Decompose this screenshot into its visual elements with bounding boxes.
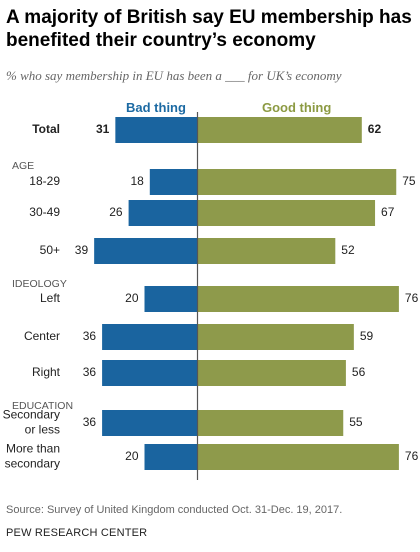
bar-bad-total (115, 117, 198, 143)
legend-good-thing: Good thing (262, 100, 332, 115)
value-bad-more-than-secondary: 20 (125, 449, 139, 463)
value-good-right: 56 (352, 365, 366, 379)
bar-bad-right (102, 360, 198, 386)
bar-bad-50- (94, 238, 198, 264)
category-label-more-than-secondary: More than (6, 442, 60, 456)
bar-good-secondary-or-less (197, 410, 344, 436)
group-label-age: AGE (12, 160, 34, 172)
source-note: Source: Survey of United Kingdom conduct… (6, 504, 343, 516)
chart-title: A majority of British say EU membership … (6, 7, 412, 51)
bar-bad-center (102, 324, 198, 350)
category-label-total: Total (32, 122, 60, 136)
pew-research-center-logo: PEW RESEARCH CENTER (6, 527, 148, 539)
legend-bad-thing: Bad thing (126, 100, 186, 115)
value-good-center: 59 (360, 329, 374, 343)
value-bad-left: 20 (125, 291, 139, 305)
bar-good-18-29 (197, 169, 397, 195)
value-good-left: 76 (405, 291, 419, 305)
diverging-bar-chart: 31 62 Total 18 75 18-29 26 67 30-49 39 52 50+ 20 76 Le… (3, 112, 419, 480)
category-label-more-than-secondary: secondary (5, 457, 60, 471)
value-bad-total: 31 (96, 122, 110, 136)
category-label-secondary-or-less: Secondary (3, 408, 60, 422)
value-bad-18-29: 18 (130, 174, 144, 188)
chart-subtitle: % who say membership in EU has been a __… (6, 68, 342, 83)
bar-good-50- (197, 238, 336, 264)
bar-good-left (197, 286, 399, 312)
category-label-left: Left (40, 291, 61, 305)
bar-bad-secondary-or-less (102, 410, 198, 436)
value-bad-30-49: 26 (109, 205, 123, 219)
bar-good-right (197, 360, 346, 386)
value-good-50-: 52 (341, 243, 355, 257)
group-label-ideology: IDEOLOGY (12, 278, 67, 290)
value-good-18-29: 75 (402, 174, 416, 188)
category-label-secondary-or-less: or less (25, 423, 60, 437)
bar-bad-left (144, 286, 198, 312)
bar-good-center (197, 324, 354, 350)
category-label-18-29: 18-29 (29, 174, 60, 188)
bar-bad-18-29 (149, 169, 198, 195)
category-label-right: Right (32, 365, 61, 379)
bar-good-more-than-secondary (197, 444, 399, 470)
category-label-30-49: 30-49 (29, 205, 60, 219)
group-label-education: EDUCATION (12, 400, 73, 412)
value-bad-center: 36 (83, 329, 97, 343)
value-good-total: 62 (368, 122, 382, 136)
value-bad-right: 36 (83, 365, 97, 379)
bar-bad-more-than-secondary (144, 444, 198, 470)
value-bad-secondary-or-less: 36 (83, 415, 97, 429)
category-label-50-: 50+ (40, 243, 60, 257)
bar-good-total (197, 117, 362, 143)
value-good-more-than-secondary: 76 (405, 449, 419, 463)
bar-good-30-49 (197, 200, 376, 226)
value-good-30-49: 67 (381, 205, 395, 219)
value-bad-50-: 39 (75, 243, 89, 257)
bar-bad-30-49 (128, 200, 198, 226)
value-good-secondary-or-less: 55 (349, 415, 363, 429)
category-label-center: Center (24, 329, 60, 343)
